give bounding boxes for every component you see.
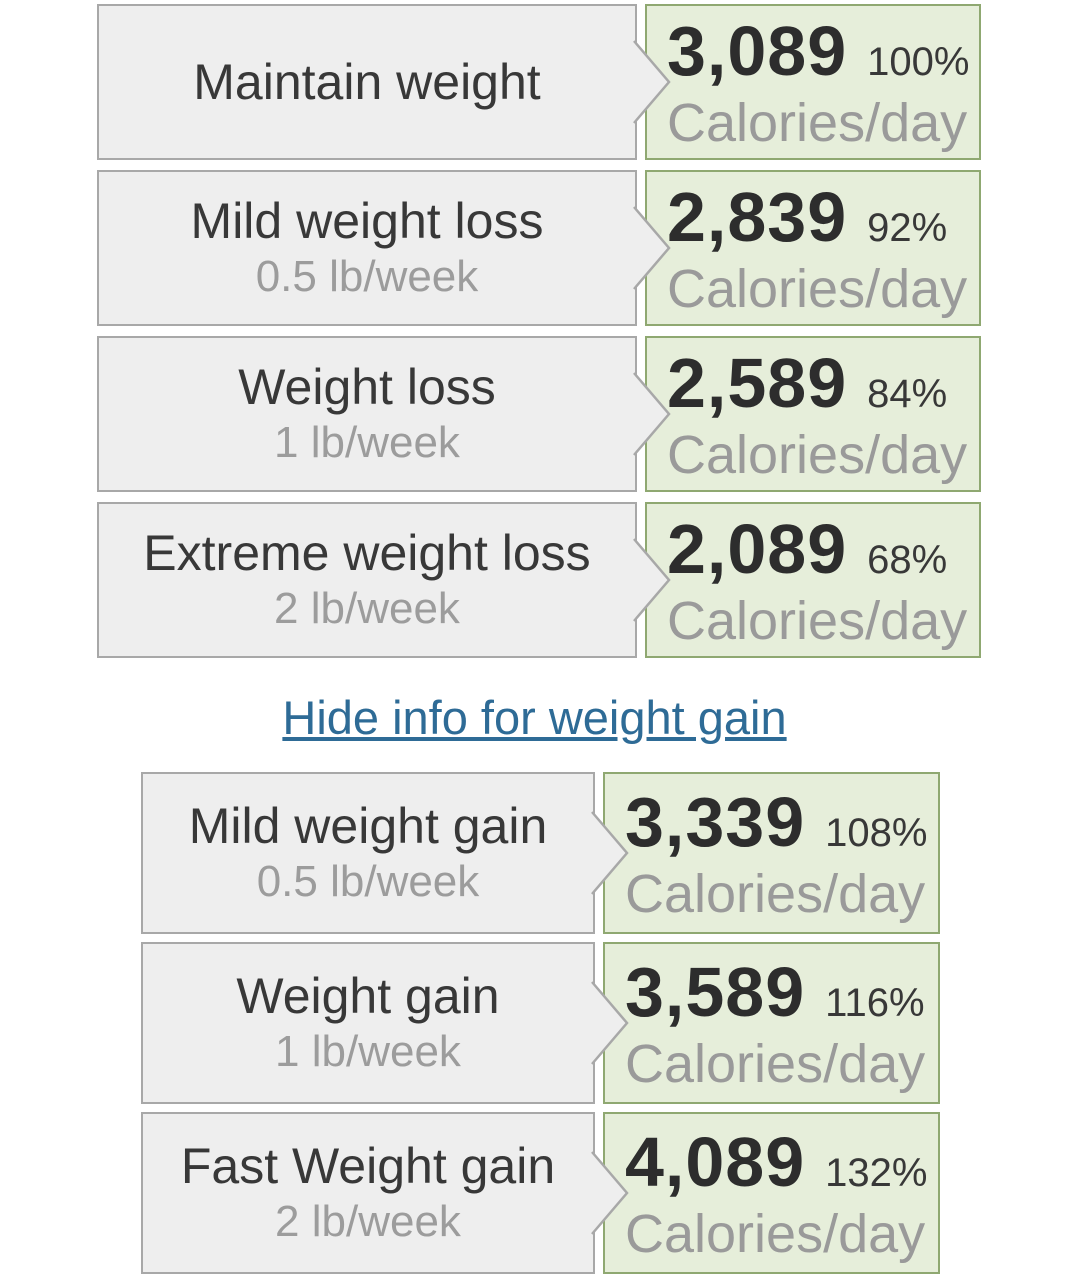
calories-percent: 92% [867,206,948,250]
calories-percent: 116% [825,981,925,1025]
result-row: Weight gain 1 lb/week 3,589 116% Calorie… [141,942,940,1104]
calories-percent: 68% [867,538,948,582]
calories-cell: 3,589 116% Calories/day [603,942,940,1104]
weight-loss-results-table: Maintain weight 3,089 100% Calories/day … [97,4,981,658]
calories-percent: 108% [825,811,928,855]
toggle-weight-gain-link-wrap: Hide info for weight gain [0,690,1069,744]
calories-value: 2,839 [667,178,848,256]
goal-cell: Fast Weight gain 2 lb/week [141,1112,595,1274]
calories-cell: 4,089 132% Calories/day [603,1112,940,1274]
weight-gain-results-table: Mild weight gain 0.5 lb/week 3,339 108% … [0,772,1069,1274]
calories-line: 2,089 68% [667,509,979,589]
calories-value: 4,089 [625,1123,806,1201]
goal-rate-label: 1 lb/week [274,418,460,467]
goal-rate-label: 2 lb/week [274,584,460,633]
pointer-arrow-icon [591,981,629,1065]
calories-unit: Calories/day [625,1034,926,1094]
calories-value: 3,589 [625,953,806,1031]
pointer-arrow-icon [591,811,629,895]
calories-line: 2,589 84% [667,343,979,423]
goal-rate-label: 0.5 lb/week [255,252,479,301]
goal-cell: Extreme weight loss 2 lb/week [97,502,637,658]
goal-cell: Weight loss 1 lb/week [97,336,637,492]
pointer-arrow-icon [633,538,671,622]
calories-value: 2,089 [667,510,848,588]
calories-unit: Calories/day [625,1204,926,1264]
result-row: Weight loss 1 lb/week 2,589 84% Calories… [97,336,981,492]
pointer-arrow-icon [633,372,671,456]
calories-percent: 100% [867,40,970,84]
goal-label: Extreme weight loss [143,525,591,581]
goal-cell: Mild weight loss 0.5 lb/week [97,170,637,326]
calories-percent: 84% [867,372,948,416]
calories-cell: 3,339 108% Calories/day [603,772,940,934]
goal-label: Mild weight gain [188,798,548,854]
calories-unit: Calories/day [667,425,968,485]
calories-unit: Calories/day [625,864,926,924]
goal-label: Mild weight loss [190,193,544,249]
pointer-arrow-icon [591,1151,629,1235]
result-row: Mild weight gain 0.5 lb/week 3,339 108% … [141,772,940,934]
goal-label: Weight gain [236,968,500,1024]
calories-unit: Calories/day [667,93,968,153]
pointer-arrow-icon [633,206,671,290]
calories-value: 2,589 [667,344,848,422]
goal-cell: Maintain weight [97,4,637,160]
calories-unit: Calories/day [667,259,968,319]
toggle-weight-gain-link[interactable]: Hide info for weight gain [282,691,787,744]
calories-line: 3,339 108% [625,782,938,862]
goal-rate-label: 2 lb/week [275,1197,461,1246]
calories-line: 4,089 132% [625,1122,938,1202]
goal-rate-label: 0.5 lb/week [256,857,480,906]
calories-line: 3,589 116% [625,952,938,1032]
goal-cell: Mild weight gain 0.5 lb/week [141,772,595,934]
calories-cell: 2,839 92% Calories/day [645,170,981,326]
calories-line: 2,839 92% [667,177,979,257]
result-row: Fast Weight gain 2 lb/week 4,089 132% Ca… [141,1112,940,1274]
calories-value: 3,089 [667,12,848,90]
calories-unit: Calories/day [667,591,968,651]
calories-cell: 2,089 68% Calories/day [645,502,981,658]
pointer-arrow-icon [633,40,671,124]
result-row: Mild weight loss 0.5 lb/week 2,839 92% C… [97,170,981,326]
goal-cell: Weight gain 1 lb/week [141,942,595,1104]
result-row: Extreme weight loss 2 lb/week 2,089 68% … [97,502,981,658]
calories-line: 3,089 100% [667,11,979,91]
calories-value: 3,339 [625,783,806,861]
goal-label: Fast Weight gain [180,1138,556,1194]
result-row: Maintain weight 3,089 100% Calories/day [97,4,981,160]
calories-cell: 2,589 84% Calories/day [645,336,981,492]
goal-label: Weight loss [238,359,496,415]
calories-percent: 132% [825,1151,928,1195]
goal-rate-label: 1 lb/week [275,1027,461,1076]
goal-label: Maintain weight [193,54,541,110]
calories-cell: 3,089 100% Calories/day [645,4,981,160]
